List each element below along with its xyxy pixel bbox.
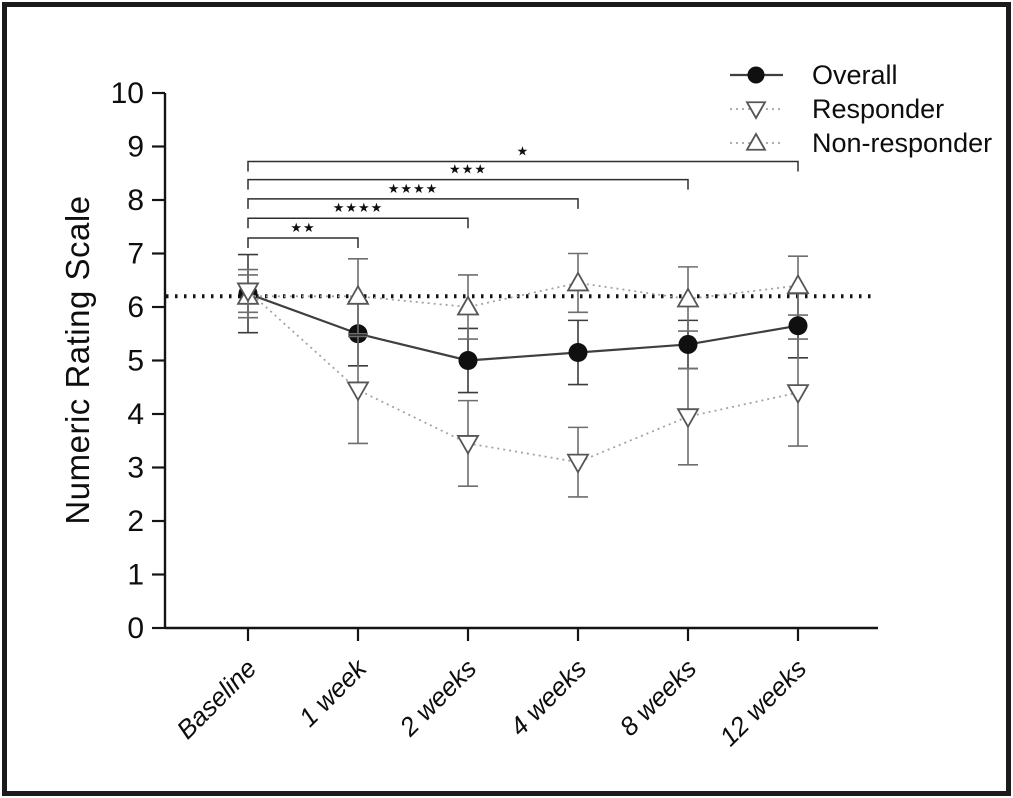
- bracket-stars: ★★★★: [333, 200, 384, 215]
- legend-entry-overall: Overall: [730, 60, 898, 90]
- bracket: [247, 160, 799, 172]
- data-point-marker: [236, 282, 260, 303]
- x-tick-label: Baseline: [171, 653, 263, 745]
- data-point-marker: [747, 66, 765, 84]
- bracket-stars: ★★★★: [388, 181, 439, 196]
- y-axis-title: Numeric Rating Scale: [59, 195, 96, 524]
- data-point-marker: [456, 435, 480, 456]
- legend-label: Responder: [812, 94, 944, 124]
- data-point-marker: [745, 101, 767, 120]
- data-point-marker: [566, 271, 590, 292]
- x-tick-label: 12 weeks: [713, 653, 812, 752]
- data-point-marker: [786, 384, 810, 405]
- x-tick-label: 1 week: [293, 652, 374, 733]
- series-line: [247, 290, 799, 464]
- y-tick-label: 2: [127, 505, 144, 538]
- data-point-marker: [346, 284, 370, 305]
- y-tick-label: 6: [127, 291, 144, 324]
- data-point-marker: [458, 351, 478, 370]
- series-line: [248, 282, 799, 308]
- series-responder: [236, 268, 810, 498]
- data-point-marker: [676, 408, 700, 429]
- legend-entry-non-responder: Non-responder: [730, 128, 992, 158]
- bracket: [247, 217, 469, 229]
- y-tick-label: 7: [127, 238, 144, 271]
- data-point-marker: [456, 295, 480, 316]
- y-tick-label: 0: [127, 612, 144, 645]
- significance-brackets: ★★★★★★★★★★★★★★: [247, 143, 799, 248]
- bracket: [247, 198, 579, 209]
- bracket-stars: ★★★: [449, 162, 487, 177]
- y-tick-label: 3: [127, 452, 144, 485]
- bracket: [247, 237, 359, 248]
- data-point-marker: [788, 316, 808, 336]
- legend-label: Non-responder: [812, 128, 992, 158]
- y-tick-label: 10: [111, 77, 144, 110]
- x-tick-label: 4 weeks: [504, 653, 593, 742]
- data-point-marker: [745, 132, 767, 151]
- bracket: [247, 178, 689, 190]
- y-tick-label: 1: [127, 559, 144, 592]
- y-tick-label: 5: [127, 345, 144, 378]
- data-point-marker: [676, 287, 700, 308]
- legend: Overall Responder Non-responder: [730, 60, 992, 158]
- bracket-stars: ★★: [290, 220, 315, 235]
- y-tick-label: 8: [127, 184, 144, 217]
- data-point-marker: [786, 273, 810, 295]
- series-line: [247, 292, 799, 362]
- x-tick-label: 2 weeks: [393, 653, 482, 742]
- series-non-responder: [236, 252, 810, 340]
- legend-entry-responder: Responder: [730, 94, 944, 124]
- y-tick-label: 9: [127, 131, 144, 164]
- data-point-marker: [568, 342, 588, 362]
- y-axis: 0 1 2 3 4 5 6 7 8 9 10: [111, 77, 167, 645]
- series-overall: [238, 253, 808, 394]
- bracket-stars: ★: [517, 143, 530, 158]
- data-point-marker: [566, 453, 590, 474]
- y-tick-label: 4: [127, 398, 144, 431]
- data-point-marker: [678, 334, 698, 354]
- x-tick-label: 8 weeks: [614, 653, 703, 742]
- data-point-marker: [346, 381, 370, 402]
- legend-label: Overall: [812, 60, 898, 90]
- x-axis: Baseline 1 week 2 weeks 4 weeks 8 weeks 12 we…: [165, 626, 878, 752]
